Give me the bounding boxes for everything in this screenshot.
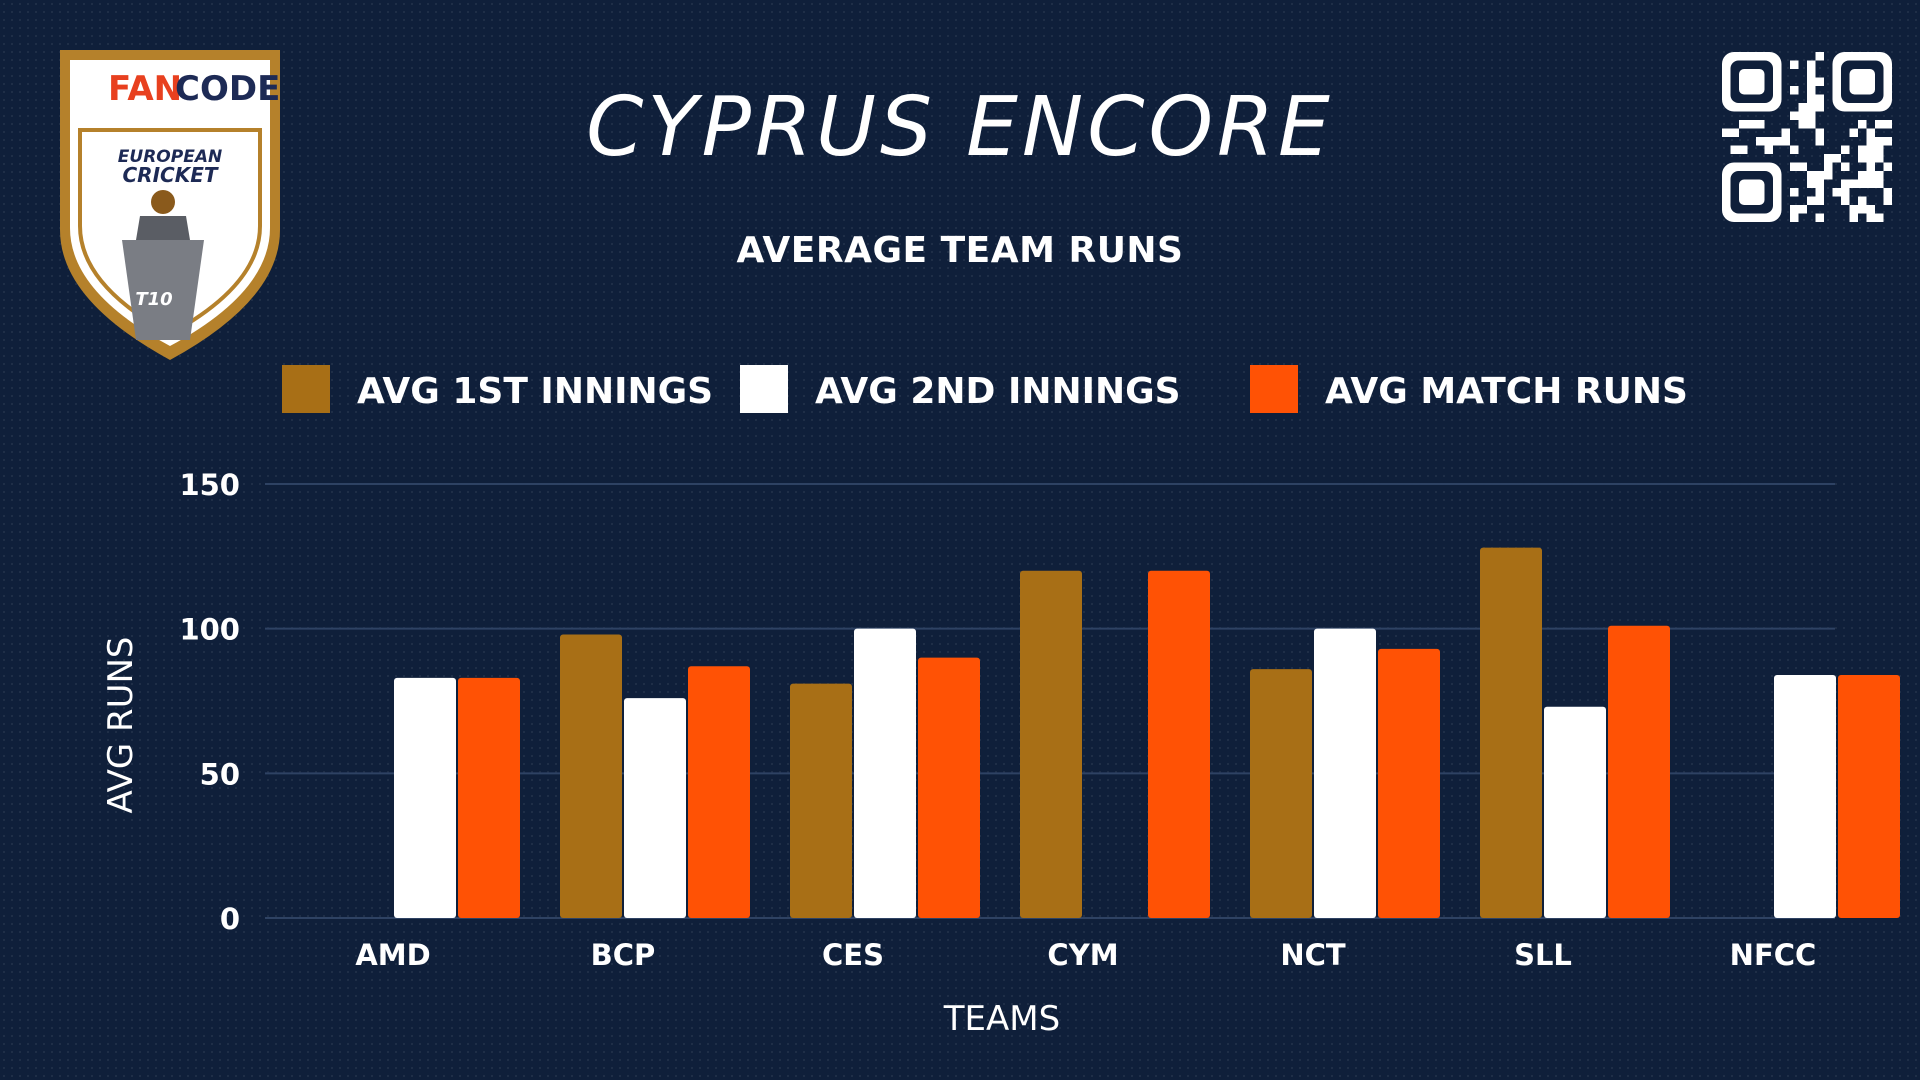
trophy-icon — [122, 240, 204, 340]
bar-amd-series-3 — [458, 677, 520, 918]
x-tick-label: CYM — [1047, 938, 1118, 972]
cricket-ball-icon — [151, 190, 175, 214]
bars — [394, 547, 1900, 918]
bar-nct-series-3 — [1378, 648, 1440, 918]
y-tick-label: 0 — [220, 902, 240, 936]
bar-nct-series-2 — [1314, 628, 1376, 918]
y-axis-ticks: 0 50 100 150 — [179, 468, 240, 936]
x-tick-label: CES — [822, 938, 884, 972]
bar-bcp-series-3 — [688, 666, 750, 918]
y-axis-label: AVG RUNS — [101, 636, 141, 813]
bar-bcp-series-1 — [560, 634, 622, 918]
legend-swatch — [1250, 365, 1298, 413]
bar-sll-series-3 — [1608, 625, 1670, 918]
bar-sll-series-1 — [1480, 547, 1542, 918]
x-axis-label: TEAMS — [943, 999, 1060, 1039]
x-tick-label: SLL — [1514, 938, 1572, 972]
bar-sll-series-2 — [1544, 706, 1606, 918]
bar-nfcc-series-2 — [1774, 674, 1836, 918]
y-tick-label: 50 — [200, 757, 240, 791]
logo-line2: CRICKET — [123, 163, 219, 187]
logo-brand-part2: CODE — [175, 69, 280, 109]
x-tick-label: BCP — [591, 938, 656, 972]
legend-swatch — [282, 365, 330, 413]
logo-brand-part1: FAN — [108, 69, 182, 109]
bar-amd-series-2 — [394, 677, 456, 918]
fancode-logo: FAN CODE EUROPEAN CRICKET T10 — [60, 50, 280, 360]
legend-label: AVG 2ND INNINGS — [815, 371, 1181, 412]
x-tick-label: AMD — [355, 938, 430, 972]
logo-format: T10 — [135, 289, 172, 310]
page-title: CYPRUS ENCORE — [586, 80, 1334, 175]
legend: AVG 1ST INNINGS AVG 2ND INNINGS AVG MATCH … — [282, 365, 1688, 413]
y-tick-label: 150 — [179, 468, 240, 502]
legend-label: AVG MATCH RUNS — [1325, 371, 1688, 412]
legend-swatch — [740, 365, 788, 413]
y-tick-label: 100 — [179, 613, 240, 647]
bar-bcp-series-2 — [624, 698, 686, 918]
bar-ces-series-3 — [918, 657, 980, 918]
logo-line1: EUROPEAN — [118, 147, 222, 167]
legend-label: AVG 1ST INNINGS — [357, 371, 713, 412]
bar-nfcc-series-3 — [1838, 674, 1900, 918]
x-axis-ticks: AMD BCP CES CYM NCT SLL NFCC — [355, 938, 1816, 972]
bar-cym-series-1 — [1020, 570, 1082, 918]
bar-nct-series-1 — [1250, 669, 1312, 918]
bar-ces-series-1 — [790, 683, 852, 918]
x-tick-label: NCT — [1280, 938, 1346, 972]
chart-title: AVERAGE TEAM RUNS — [736, 230, 1184, 271]
bar-ces-series-2 — [854, 628, 916, 918]
x-tick-label: NFCC — [1730, 938, 1817, 972]
qr-code-icon — [1722, 52, 1892, 222]
bar-cym-series-3 — [1148, 570, 1210, 918]
